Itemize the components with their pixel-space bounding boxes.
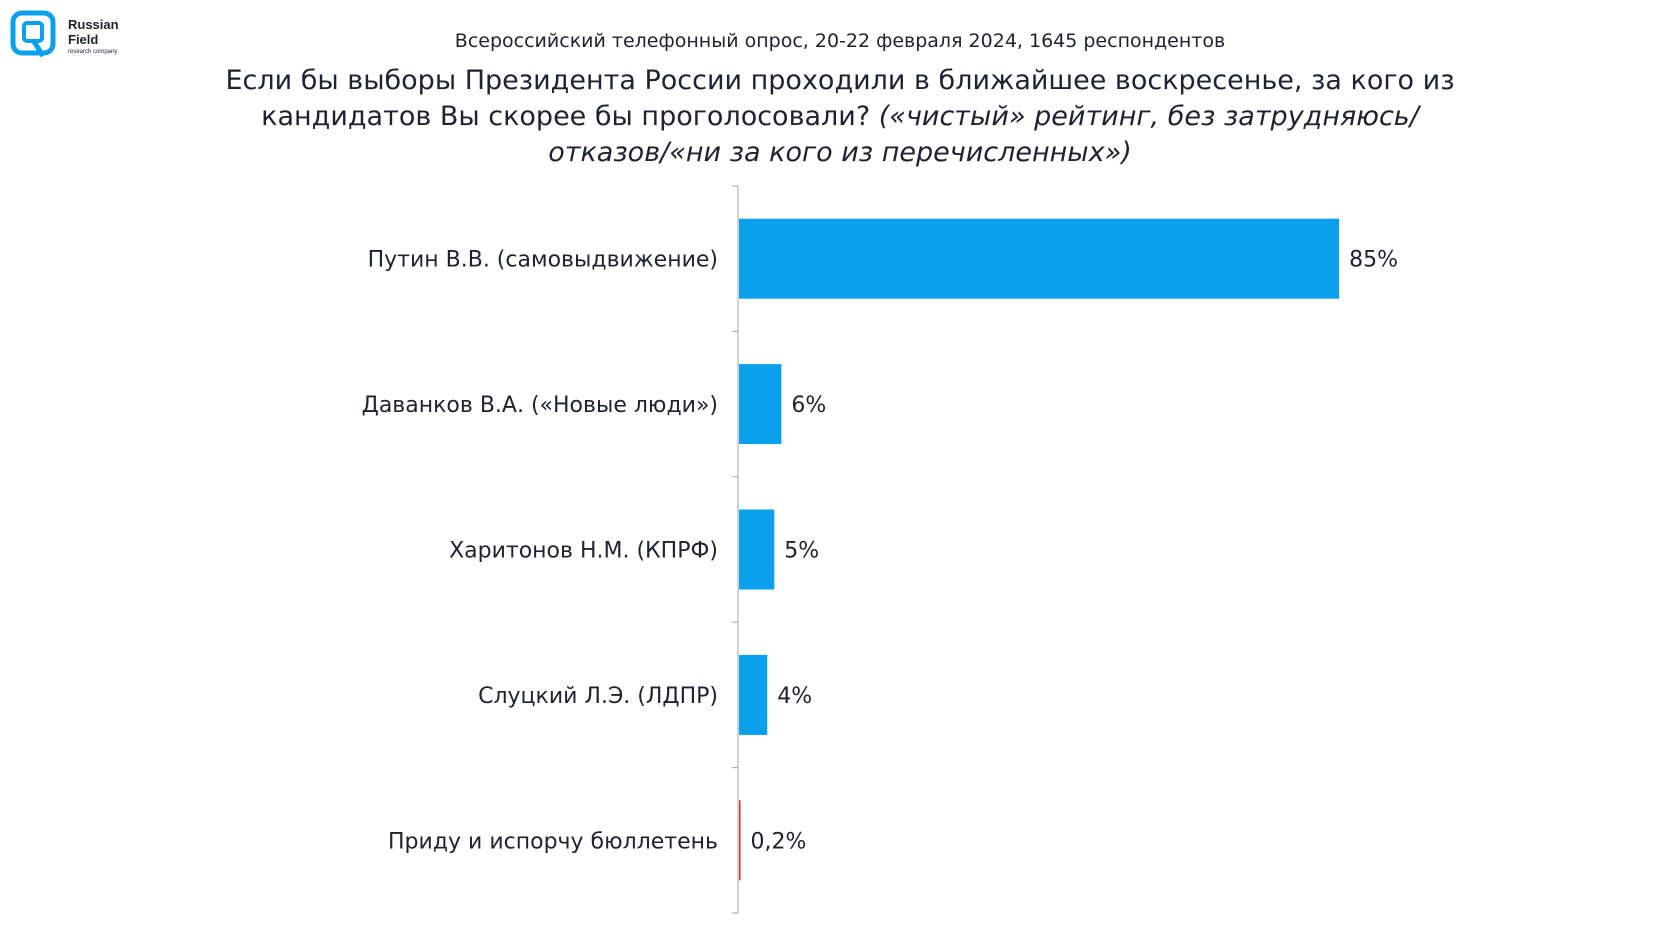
logo-mark-icon	[10, 10, 56, 58]
value-label: 85%	[1349, 248, 1398, 273]
logo-wordmark: Russian Field	[68, 17, 119, 47]
value-label: 5%	[784, 539, 819, 564]
bar-0	[739, 218, 1340, 299]
chart-title: Если бы выборы Президента России проходи…	[200, 63, 1480, 171]
logo-line2: Field	[68, 32, 99, 47]
value-label: 0,2%	[751, 829, 807, 854]
logo-tagline: research company	[68, 49, 118, 55]
category-label: Слуцкий Л.Э. (ЛДПР)	[478, 684, 718, 709]
category-label: Харитонов Н.М. (КПРФ)	[449, 539, 718, 564]
chart-title-main: Если бы выборы Президента России проходи…	[225, 65, 1455, 132]
value-label: 4%	[777, 684, 812, 709]
russian-field-logo: Russian Field research company	[10, 10, 150, 65]
bar-4	[739, 800, 741, 881]
logo-line1: Russian	[68, 17, 119, 32]
bar-1	[739, 364, 782, 445]
category-label: Даванков В.А. («Новые люди»)	[362, 393, 718, 418]
category-label: Приду и испорчу бюллетень	[388, 829, 718, 854]
category-label: Путин В.В. (самовыдвижение)	[368, 248, 718, 273]
bar-3	[739, 654, 768, 735]
value-label: 6%	[791, 393, 826, 418]
survey-subtitle: Всероссийский телефонный опрос, 20-22 фе…	[454, 30, 1226, 52]
bar-2	[739, 509, 775, 590]
chart-title-italic: («чистый» рейтинг, без затрудняюсь/отказ…	[548, 101, 1419, 168]
